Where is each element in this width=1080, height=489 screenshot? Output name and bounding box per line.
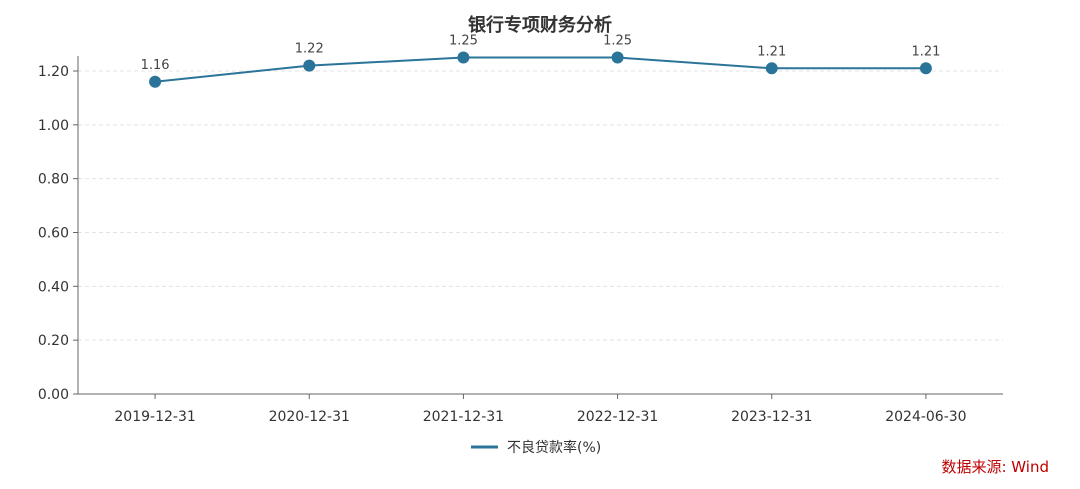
- x-tick-label: 2022-12-31: [577, 409, 658, 425]
- x-tick-label: 2021-12-31: [423, 409, 504, 425]
- data-label: 1.25: [449, 34, 478, 49]
- y-tick-label: 1.00: [38, 118, 69, 134]
- y-tick-label: 0.80: [38, 172, 69, 188]
- x-tick-label: 2020-12-31: [269, 409, 350, 425]
- grid-lines: [78, 70, 1003, 341]
- x-tick-label: 2019-12-31: [114, 409, 195, 425]
- y-tick-label: 0.20: [38, 333, 69, 349]
- data-point: [457, 51, 470, 64]
- data-label: 1.22: [295, 42, 324, 57]
- y-tick-label: 0.40: [38, 279, 69, 295]
- data-point: [919, 62, 932, 75]
- y-tick-label: 0.00: [38, 387, 69, 403]
- data-label: 1.25: [603, 34, 632, 49]
- y-tick-label: 1.20: [38, 64, 69, 80]
- legend-label: 不良贷款率(%): [507, 439, 601, 456]
- chart-title: 银行专项财务分析: [468, 14, 612, 36]
- data-point: [303, 59, 316, 72]
- legend: 不良贷款率(%): [471, 439, 601, 456]
- x-tick-label: 2024-06-30: [885, 409, 966, 425]
- data-point: [765, 62, 778, 75]
- data-label: 1.16: [141, 58, 170, 73]
- series-group: 1.16 1.22 1.25 1.25 1.21 1.21: [141, 34, 940, 88]
- y-tick-label: 0.60: [38, 226, 69, 242]
- series-line: [154, 56, 926, 83]
- data-source-note: 数据来源: Wind: [941, 458, 1049, 476]
- axes: [77, 56, 1003, 395]
- x-axis-ticks: 2019-12-31 2020-12-31 2021-12-31 2022-12-31…: [114, 394, 967, 425]
- data-label: 1.21: [911, 44, 940, 59]
- x-tick-label: 2023-12-31: [731, 409, 812, 425]
- y-axis-ticks: 0.00 0.20 0.40 0.60 0.80 1.00 1.20: [38, 64, 78, 403]
- data-label: 1.21: [757, 44, 786, 59]
- data-point: [149, 75, 162, 88]
- data-point: [611, 51, 624, 64]
